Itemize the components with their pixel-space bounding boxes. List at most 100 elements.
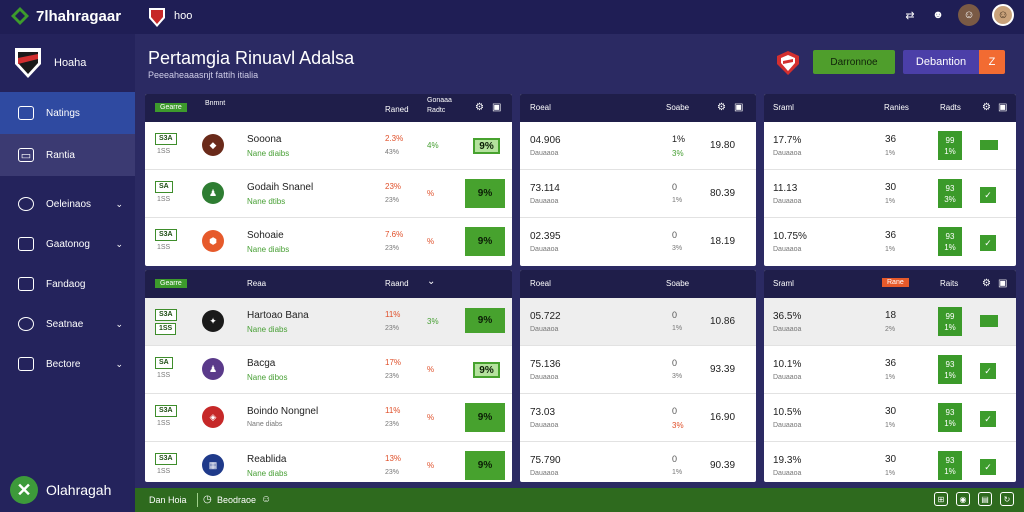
- check-icon[interactable]: ✓: [980, 235, 996, 251]
- score-row[interactable]: 04.906 Dauaaoa 1% 3% 19.80: [520, 122, 756, 170]
- match-row[interactable]: S3A 1SS ⬢ Sohoaie Nane diaibs 7.6% 23% %…: [145, 218, 512, 266]
- window-icon[interactable]: ▤: [978, 492, 992, 506]
- avatar[interactable]: ☺: [958, 4, 980, 26]
- chevron-down-icon[interactable]: ⌄: [115, 358, 123, 369]
- stat-toggle-button[interactable]: 99 1%: [938, 307, 962, 336]
- toggle-bottom: 1%: [944, 146, 956, 156]
- stat-row[interactable]: 19.3% Dauaaoa 30 1% 93 1% ✓: [764, 442, 1016, 482]
- odds-button[interactable]: 9%: [465, 451, 505, 480]
- globe-icon[interactable]: ◉: [956, 492, 970, 506]
- brand-name: 7lhahragaar: [36, 7, 122, 25]
- filter-icon[interactable]: ▣: [734, 102, 744, 113]
- sidebar-item-rantia[interactable]: ▭ Rantia: [0, 134, 135, 176]
- tv-icon: [18, 237, 34, 251]
- stat-row[interactable]: 10.75% Dauaaoa 36 1% 93 1% ✓: [764, 218, 1016, 266]
- rate-sub: 23%: [385, 421, 400, 428]
- club-crest-icon[interactable]: [148, 7, 166, 27]
- panel-header: Sraml Ranies Radts ⚙ ▣: [764, 94, 1016, 122]
- filter-icon[interactable]: ▣: [492, 102, 502, 113]
- odds-button[interactable]: 9%: [473, 138, 500, 154]
- stat-row[interactable]: 10.5% Dauaaoa 30 1% 93 1% ✓: [764, 394, 1016, 442]
- smile-icon[interactable]: ☺: [261, 494, 272, 505]
- chevron-down-icon[interactable]: ⌄: [115, 318, 123, 329]
- share-icon[interactable]: ⇄: [905, 9, 915, 22]
- settings-icon[interactable]: ⚙: [982, 102, 991, 113]
- col-header: Radts: [940, 103, 961, 112]
- bottom-mid-label[interactable]: Beodraoe: [217, 495, 257, 505]
- chevron-down-icon[interactable]: ⌄: [427, 276, 436, 287]
- settings-icon[interactable]: ⚙: [982, 278, 991, 289]
- filter-icon[interactable]: ▣: [998, 102, 1008, 113]
- sidebar-header[interactable]: Hoaha: [0, 34, 135, 92]
- stat-toggle-button[interactable]: 93 1%: [938, 451, 962, 480]
- score-row[interactable]: 02.395 Dauaaoa 0 3% 18.19: [520, 218, 756, 266]
- match-row[interactable]: SA 1SS ♟ Godaih Snanel Nane dtibs 23% 23…: [145, 170, 512, 218]
- stat-toggle-button[interactable]: 93 1%: [938, 403, 962, 432]
- team-name: Bacga: [247, 358, 276, 369]
- refresh-icon[interactable]: ↻: [1000, 492, 1014, 506]
- stat-row[interactable]: 17.7% Dauaaoa 36 1% 99 1%: [764, 122, 1016, 170]
- score-b: 1%: [672, 197, 683, 204]
- rate-value: 23%: [385, 182, 402, 191]
- chevron-down-icon[interactable]: ⌄: [115, 238, 123, 249]
- panel-badge[interactable]: Rane: [882, 278, 909, 287]
- action-button[interactable]: [980, 140, 998, 150]
- odds-button[interactable]: 9%: [465, 227, 505, 256]
- match-row[interactable]: S3A 1SS ▦ Reablida Nane diabs 13% 23% % …: [145, 442, 512, 482]
- check-icon[interactable]: ✓: [980, 411, 996, 427]
- check-icon[interactable]: ✓: [980, 363, 996, 379]
- score-row[interactable]: 75.790 Dauaaoa 0 1% 90.39: [520, 442, 756, 482]
- profile-avatar[interactable]: ☺: [992, 4, 1014, 26]
- stat-row[interactable]: 11.13 Dauaaoa 30 1% 93 3% ✓: [764, 170, 1016, 218]
- score-row[interactable]: 75.136 Dauaaoa 0 3% 93.39: [520, 346, 756, 394]
- stat-row[interactable]: 10.1% Dauaaoa 36 1% 93 1% ✓: [764, 346, 1016, 394]
- match-row[interactable]: SA 1SS ♟ Bacga Nane dibos 17% 23% % 9%: [145, 346, 512, 394]
- grid-icon[interactable]: ⊞: [934, 492, 948, 506]
- brand[interactable]: 7lhahragaar: [10, 6, 121, 26]
- stat-toggle-button[interactable]: 99 1%: [938, 131, 962, 160]
- score-row[interactable]: 73.114 Dauaaoa 0 1% 80.39: [520, 170, 756, 218]
- check-icon[interactable]: ✓: [980, 459, 996, 475]
- match-row[interactable]: S3A 1SS ✦ Hartoao Bana Nane diabs 11% 23…: [145, 298, 512, 346]
- sidebar-item-bectore[interactable]: Bectore ⌄: [0, 344, 135, 384]
- rate-value: 17%: [385, 358, 402, 367]
- stat-toggle-button[interactable]: 93 3%: [938, 179, 962, 208]
- panel-badge[interactable]: Gearre: [155, 279, 187, 288]
- action-button[interactable]: [980, 315, 998, 327]
- filter-icon[interactable]: ▣: [998, 278, 1008, 289]
- secondary-button[interactable]: Debantion: [903, 50, 979, 74]
- odds-button[interactable]: 9%: [473, 362, 500, 378]
- sidebar-item-natings[interactable]: Natings: [0, 92, 135, 134]
- settings-icon[interactable]: ⚙: [475, 102, 484, 113]
- sidebar-item-oeleinaos[interactable]: Oeleinaos ⌄: [0, 184, 135, 224]
- toggle-top: 93: [945, 455, 955, 465]
- toggle-top: 93: [945, 183, 955, 193]
- score-value: 02.395: [530, 231, 561, 242]
- primary-button[interactable]: Darronnoe: [813, 50, 895, 74]
- col-header: Ranies: [884, 103, 909, 112]
- row-sub-badge: 1SS: [157, 196, 171, 203]
- odds-button[interactable]: 9%: [465, 179, 505, 208]
- stat-toggle-button[interactable]: 93 1%: [938, 355, 962, 384]
- score-row[interactable]: 05.722 Dauaaoa 0 1% 10.86: [520, 298, 756, 346]
- chevron-down-icon[interactable]: ⌄: [115, 198, 123, 209]
- stat-toggle-button[interactable]: 93 1%: [938, 227, 962, 256]
- close-button[interactable]: Z: [979, 50, 1005, 74]
- sidebar-footer[interactable]: ✕ Olahragah: [10, 476, 111, 504]
- sidebar-item-fandaog[interactable]: Fandaog: [0, 264, 135, 304]
- sidebar-item-seatnae[interactable]: Seatnae ⌄: [0, 304, 135, 344]
- panel-badge[interactable]: Gearre: [155, 103, 187, 112]
- settings-icon[interactable]: ⚙: [717, 102, 726, 113]
- sidebar-item-gaatonog[interactable]: Gaatonog ⌄: [0, 224, 135, 264]
- odds-button[interactable]: 9%: [465, 403, 505, 432]
- score-row[interactable]: 73.03 Dauaaoa 0 3% 16.90: [520, 394, 756, 442]
- stat-row[interactable]: 36.5% Dauaaoa 18 2% 99 1%: [764, 298, 1016, 346]
- top-nav-link[interactable]: hoo: [174, 10, 193, 22]
- check-icon[interactable]: ✓: [980, 187, 996, 203]
- user-icon[interactable]: ☻: [932, 9, 944, 21]
- match-row[interactable]: S3A 1SS ◆ Sooona Nane diaibs 2.3% 43% 4%…: [145, 122, 512, 170]
- match-row[interactable]: S3A 1SS ◈ Boindo Nongnel Nane diabs 11% …: [145, 394, 512, 442]
- score-b: 3%: [672, 245, 683, 252]
- odds-button[interactable]: 9%: [465, 308, 505, 333]
- bottom-left-label[interactable]: Dan Hoia: [149, 495, 187, 505]
